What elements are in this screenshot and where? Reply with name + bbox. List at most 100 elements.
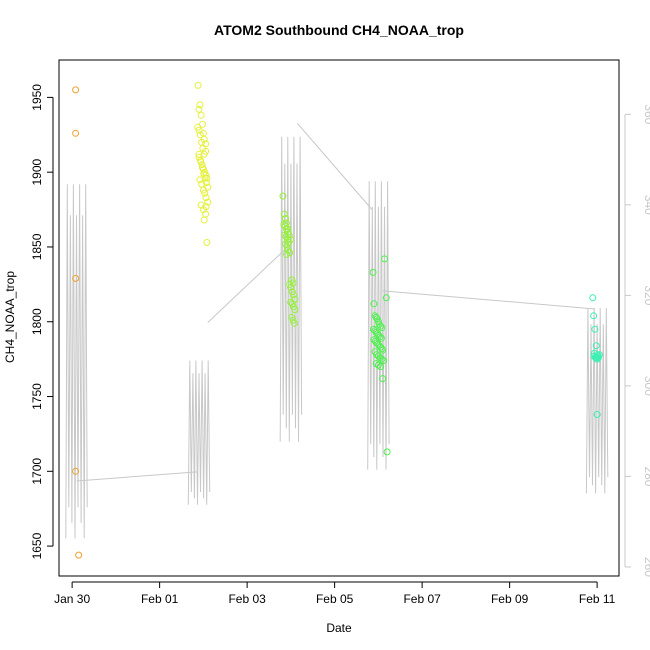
x-tick-label: Feb 03 — [228, 592, 266, 606]
y-axis-right: 260 280 300 320 340 360 — [624, 104, 650, 577]
secondary-connector-3 — [382, 290, 595, 310]
y-tick-label: 1800 — [30, 308, 44, 335]
data-point — [289, 279, 297, 287]
data-point — [202, 179, 210, 187]
data-point — [594, 354, 602, 362]
secondary-profile-3 — [367, 181, 390, 470]
data-point — [382, 294, 390, 302]
y-right-tick-label: 360 — [642, 104, 650, 124]
y-tick-label: 1750 — [30, 383, 44, 410]
plot-frame — [58, 59, 620, 577]
data-point — [202, 194, 210, 202]
secondary-connector-1 — [207, 249, 285, 323]
data-point — [195, 126, 203, 134]
data-point — [72, 129, 80, 137]
data-point — [379, 375, 387, 383]
data-point — [200, 216, 208, 224]
y-right-tick-label: 300 — [642, 376, 650, 396]
data-point — [197, 111, 205, 119]
y-tick-label: 1850 — [30, 233, 44, 260]
secondary-connector-0 — [76, 471, 197, 482]
data-point — [378, 355, 386, 363]
plot-border — [58, 59, 620, 577]
y-tick-label: 1900 — [30, 159, 44, 186]
data-point — [75, 551, 83, 559]
data-point — [280, 210, 288, 218]
data-point — [589, 294, 597, 302]
data-point — [200, 170, 208, 178]
data-point — [195, 150, 203, 158]
x-axis: Jan 30 Feb 01 Feb 03 Feb 05 Feb 07 Feb 09 Feb … — [54, 581, 616, 606]
x-tick-label: Feb 05 — [316, 592, 354, 606]
x-tick-label: Feb 01 — [141, 592, 179, 606]
data-point — [291, 306, 299, 314]
series-2 — [279, 192, 299, 327]
data-point — [593, 355, 601, 363]
data-point — [380, 357, 388, 365]
secondary-profile-4 — [585, 307, 609, 494]
data-point — [202, 203, 210, 211]
data-point — [202, 147, 210, 155]
data-point — [370, 300, 378, 308]
data-point — [279, 192, 287, 200]
data-point — [591, 349, 598, 357]
data-point — [194, 81, 202, 89]
data-points — [72, 81, 603, 559]
y-axis-label: CH4_NOAA_trop — [3, 271, 17, 363]
data-point — [378, 324, 386, 332]
secondary-profile-2 — [279, 136, 303, 442]
data-point — [379, 346, 387, 354]
secondary-profile-1 — [187, 360, 211, 505]
x-tick-label: Feb 07 — [403, 592, 441, 606]
data-point — [383, 448, 391, 456]
data-point — [376, 333, 384, 341]
data-point — [372, 313, 380, 321]
data-point — [377, 334, 385, 342]
x-axis-label: Date — [326, 621, 352, 635]
secondary-series — [65, 123, 609, 539]
data-point — [377, 322, 385, 330]
data-point — [381, 255, 388, 263]
series-1 — [194, 81, 212, 246]
data-point — [290, 319, 298, 327]
data-point — [72, 274, 80, 282]
data-point — [286, 236, 294, 243]
y-right-tick-label: 340 — [642, 195, 650, 215]
data-point — [592, 354, 600, 362]
series-0 — [72, 86, 83, 559]
data-point — [72, 86, 80, 94]
data-point — [369, 268, 377, 276]
data-point — [590, 312, 598, 320]
series-4 — [589, 294, 603, 418]
y-right-tick-label: 260 — [642, 557, 650, 577]
data-point — [287, 283, 295, 291]
y-tick-label: 1700 — [30, 458, 44, 485]
data-point — [591, 325, 599, 333]
secondary-profile-0 — [65, 184, 88, 539]
y-right-tick-label: 280 — [642, 466, 650, 486]
data-point — [203, 239, 211, 246]
secondary-connector-2 — [297, 123, 373, 210]
y-axis: 1650 1700 1750 1800 1850 1900 1950 — [30, 84, 54, 559]
data-point — [283, 250, 290, 258]
data-point — [204, 198, 212, 206]
data-point — [285, 231, 293, 239]
x-tick-label: Jan 30 — [54, 592, 90, 606]
data-point — [196, 101, 204, 109]
y-tick-label: 1950 — [30, 84, 44, 111]
y-right-tick-label: 320 — [642, 285, 650, 305]
data-point — [593, 411, 601, 418]
data-point — [196, 176, 204, 184]
x-tick-label: Feb 09 — [491, 592, 529, 606]
data-point — [196, 131, 204, 139]
chart-title: ATOM2 Southbound CH4_NOAA_trop — [214, 22, 464, 38]
data-point — [290, 291, 297, 299]
data-point — [195, 105, 203, 113]
data-point — [377, 363, 385, 371]
data-point — [201, 189, 209, 197]
x-tick-label: Feb 11 — [579, 592, 616, 606]
series-3 — [369, 255, 391, 456]
data-point — [592, 342, 600, 350]
y-tick-label: 1650 — [30, 532, 44, 559]
